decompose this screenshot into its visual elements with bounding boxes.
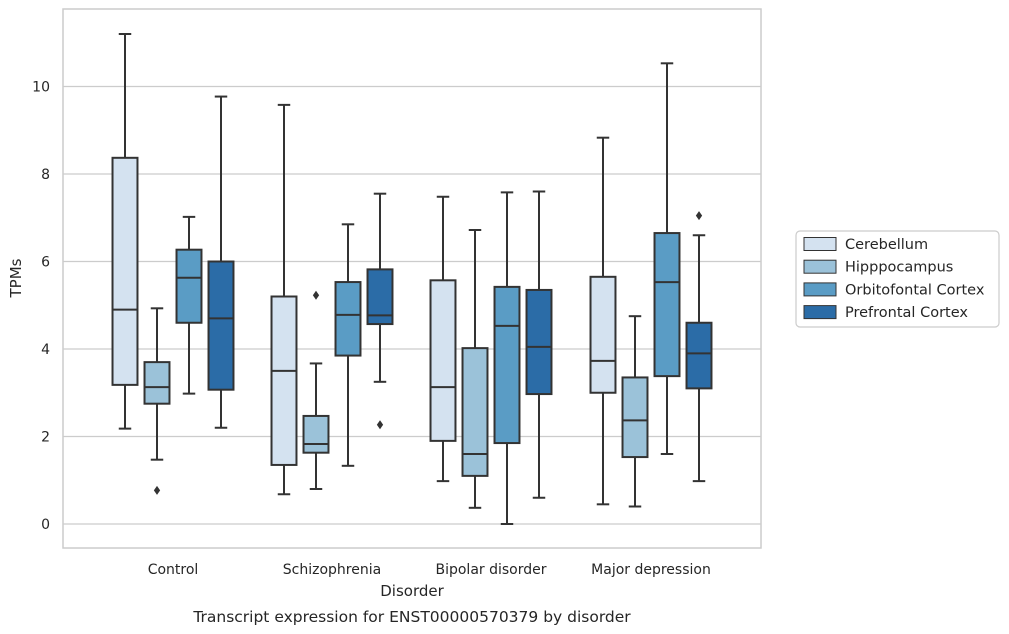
box-iqr [429,279,457,442]
box-orbitofontal-cortex-0 [175,215,203,395]
box-hipppocampus-3 [621,315,649,508]
x-tick-labels: Control Schizophrenia Bipolar disorder Majo… [148,562,711,578]
box-hipppocampus-1 [302,290,330,490]
box-cerebellum-3 [589,136,617,506]
legend-swatch [803,305,837,320]
box-cerebellum-2 [429,195,457,483]
box-iqr [653,232,681,378]
box-iqr [525,288,553,396]
box-prefrontal-cortex-0 [207,95,235,429]
y-tick-label: 10 [32,80,50,96]
legend-swatch [803,282,837,297]
box-cerebellum-0 [111,33,139,430]
legend-entry-label: Orbitofontal Cortex [845,282,985,298]
box-iqr [493,285,521,445]
legend-entry-label: Prefrontal Cortex [845,305,968,321]
box-iqr [270,295,298,466]
box-prefrontal-cortex-1 [366,192,394,430]
box-iqr [461,347,489,477]
legend-frame [795,230,1000,328]
outlier-point [153,485,161,495]
chart-caption: Transcript expression for ENST0000057037… [192,608,631,626]
y-axis-label: TPMs [7,258,25,298]
box-iqr [685,321,713,390]
outlier-point [376,420,384,430]
box-orbitofontal-cortex-1 [334,223,362,467]
box-iqr [207,260,235,391]
x-axis-label: Disorder [380,582,444,600]
y-tick-label: 0 [41,517,50,533]
box-iqr [334,281,362,357]
legend-swatch [803,237,837,251]
box-orbitofontal-cortex-2 [493,191,521,525]
x-tick-label: Bipolar disorder [435,562,546,578]
legend-entry-label: Hipppocampus [845,260,953,276]
x-tick-label: Schizophrenia [283,562,381,578]
y-tick-label: 8 [41,167,50,183]
legend-swatch [803,259,837,274]
box-iqr [143,361,171,405]
x-tick-label: Major depression [591,562,711,578]
box-prefrontal-cortex-2 [525,190,553,499]
box-iqr [302,414,330,454]
box-series [111,33,713,525]
plot-frame [62,8,762,549]
legend: Cerebellum Hipppocampus Orbitofontal Corte… [795,230,1000,328]
box-hipppocampus-0 [143,307,171,495]
box-orbitofontal-cortex-3 [653,62,681,455]
box-iqr [621,376,649,459]
box-prefrontal-cortex-3 [685,211,713,483]
legend-entry-label: Cerebellum [845,237,928,253]
box-iqr [175,248,203,324]
y-tick-label: 6 [41,255,50,271]
box-cerebellum-1 [270,103,298,496]
box-hipppocampus-2 [461,229,489,509]
outlier-point [312,290,320,300]
y-tick-label: 2 [41,430,50,446]
y-tick-label: 4 [41,342,50,358]
box-iqr [589,275,617,394]
box-iqr [111,156,139,386]
outlier-point [695,211,703,221]
x-tick-label: Control [148,562,199,578]
y-tick-labels: 0 2 4 6 8 10 [32,80,50,534]
